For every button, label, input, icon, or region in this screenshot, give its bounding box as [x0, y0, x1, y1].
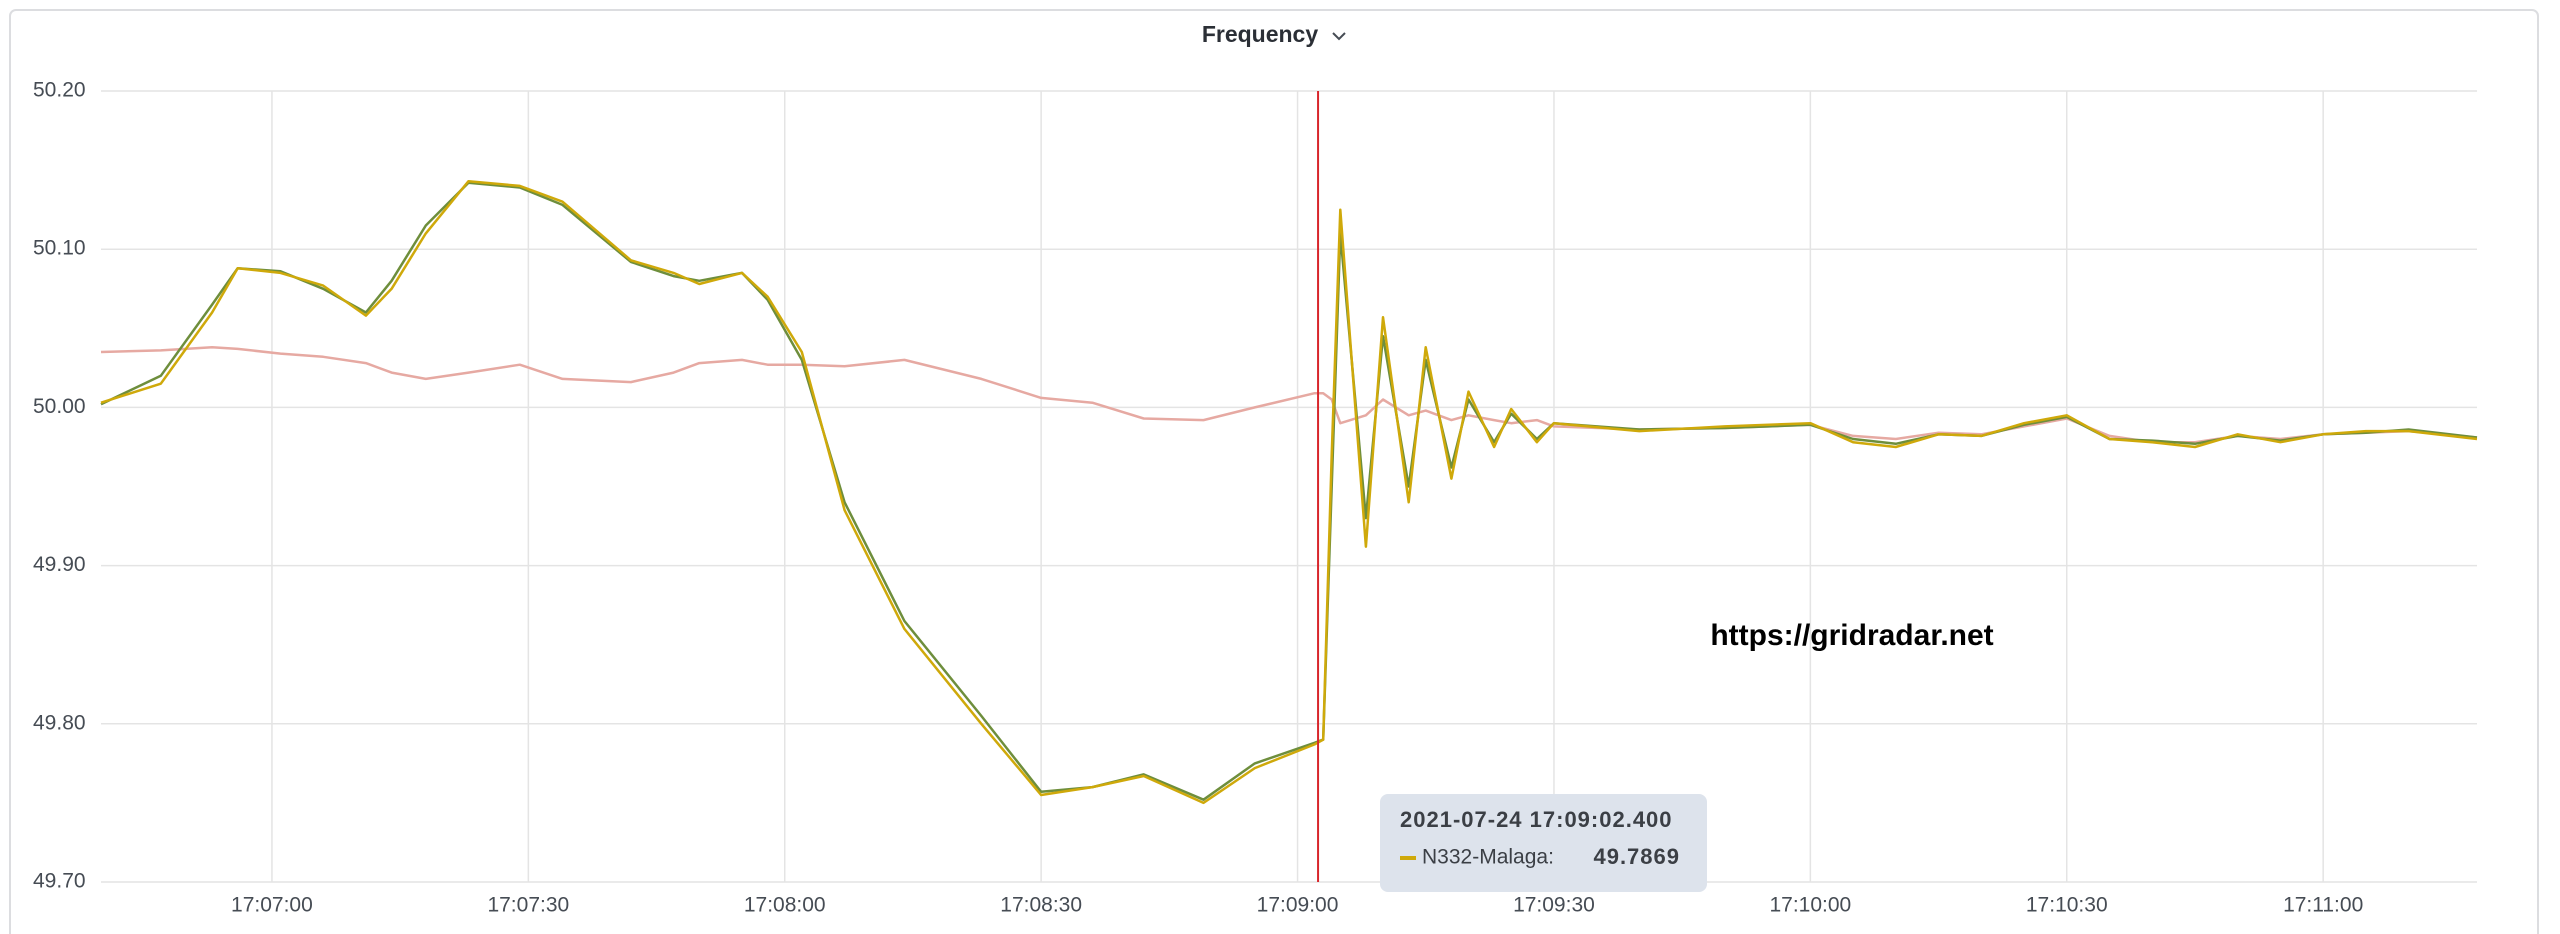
x-tick-label: 17:09:30: [1513, 894, 1595, 917]
chart-title[interactable]: Frequency: [1202, 21, 1319, 47]
y-tick-label: 50.00: [33, 395, 86, 418]
tooltip-box: [1380, 794, 1707, 892]
tooltip-label: N332-Malaga:: [1422, 846, 1554, 869]
x-tick-label: 17:07:30: [487, 894, 569, 917]
tooltip: 2021-07-24 17:09:02.400 N332-Malaga: 49.…: [1380, 794, 1707, 892]
tooltip-time: 2021-07-24 17:09:02.400: [1400, 807, 1673, 832]
x-tick-label: 17:08:30: [1000, 894, 1082, 917]
watermark: https://gridradar.net: [1710, 619, 1993, 652]
series-line: [100, 179, 2478, 805]
y-tick-label: 50.20: [33, 79, 86, 102]
y-tick-label: 49.80: [33, 711, 86, 734]
lines: [100, 91, 2478, 882]
grid: [101, 90, 2477, 883]
x-tick-label: 17:10:30: [2026, 894, 2108, 917]
x-tick-label: 17:11:00: [2283, 894, 2363, 917]
x-tick-label: 17:08:00: [744, 894, 826, 917]
y-tick-label: 49.70: [33, 870, 86, 893]
panel: [9, 9, 2539, 934]
y-tick-label: 50.10: [33, 237, 86, 260]
x-tick-label: 17:10:00: [1769, 894, 1851, 917]
x-tick-label: 17:09:00: [1257, 894, 1339, 917]
y-tick-label: 49.90: [33, 553, 86, 576]
tooltip-swatch: [1400, 856, 1416, 860]
title-chevron[interactable]: [1332, 32, 1346, 41]
series-line: [100, 346, 2478, 444]
tooltip-value: 49.7869: [1593, 844, 1680, 869]
x-tick-label: 17:07:00: [231, 894, 313, 917]
